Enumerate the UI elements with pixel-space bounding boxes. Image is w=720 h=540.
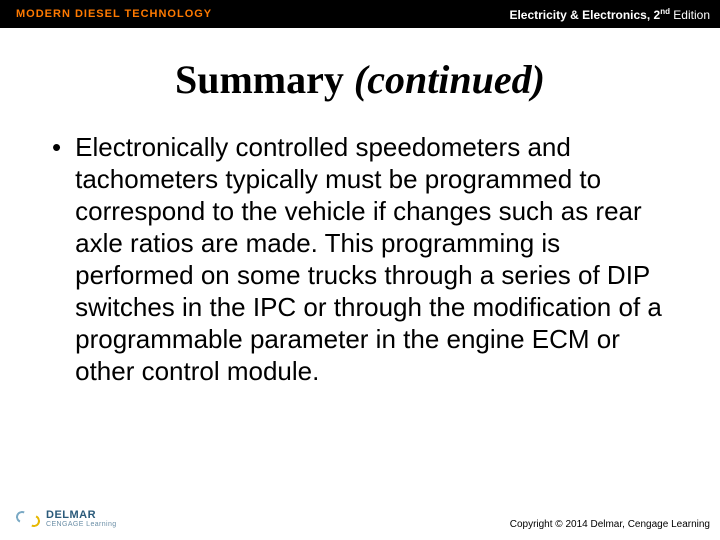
header-left-title: MODERN DIESEL TECHNOLOGY <box>16 8 212 20</box>
content-area: • Electronically controlled speedometers… <box>0 103 720 387</box>
footer-logo: DELMAR CENGAGE Learning <box>16 510 117 528</box>
title-continued: (continued) <box>354 57 545 102</box>
bullet-item: • Electronically controlled speedometers… <box>46 131 674 387</box>
bullet-text: Electronically controlled speedometers a… <box>75 131 674 387</box>
title-main: Summary <box>175 57 354 102</box>
copyright-text: Copyright © 2014 Delmar, Cengage Learnin… <box>510 519 710 530</box>
header-right-title: Electricity & Electronics, 2nd Edition <box>509 7 710 22</box>
header-ordinal: nd <box>660 7 670 16</box>
logo-text: DELMAR CENGAGE Learning <box>46 510 117 528</box>
slide-title: Summary (continued) <box>0 56 720 103</box>
header-edition-word: Edition <box>670 8 710 22</box>
header-right-main: Electricity & Electronics, <box>509 8 653 22</box>
logo-icon <box>16 511 40 527</box>
logo-sub: CENGAGE Learning <box>46 521 117 528</box>
header-bar: MODERN DIESEL TECHNOLOGY Electricity & E… <box>0 0 720 28</box>
logo-brand: DELMAR <box>46 510 117 521</box>
bullet-marker: • <box>52 131 61 163</box>
